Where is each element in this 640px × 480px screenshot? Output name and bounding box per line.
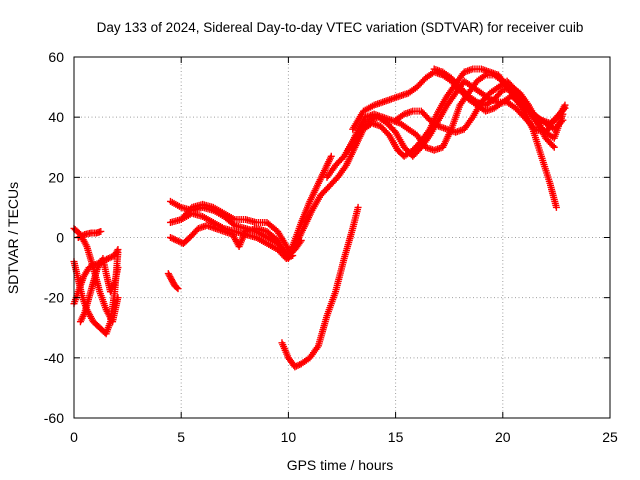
data-point: [549, 142, 557, 150]
series-track-r: [430, 65, 558, 151]
y-tick-label: 40: [48, 109, 64, 125]
series-track-b: [74, 227, 105, 241]
x-tick-label: 25: [602, 429, 618, 445]
data-point: [170, 235, 178, 243]
data-point: [294, 361, 302, 369]
series-track-f: [164, 270, 182, 293]
data-point: [168, 234, 176, 242]
y-tick-label: 0: [56, 230, 64, 246]
data-points: [70, 65, 569, 371]
x-tick-label: 0: [70, 429, 78, 445]
x-tick-label: 20: [495, 429, 511, 445]
data-point: [79, 231, 87, 239]
data-point: [550, 143, 558, 151]
x-tick-label: 15: [388, 429, 404, 445]
data-point: [291, 363, 299, 371]
chart-title: Day 133 of 2024, Sidereal Day-to-day VTE…: [97, 20, 584, 35]
data-point: [114, 264, 122, 272]
data-point: [171, 236, 179, 244]
y-tick-label: 20: [48, 169, 64, 185]
series-track-k: [278, 203, 362, 371]
data-point: [108, 253, 116, 261]
data-point: [85, 264, 93, 272]
data-point: [292, 362, 300, 370]
data-point: [174, 285, 182, 293]
data-point: [561, 101, 569, 109]
data-point: [354, 203, 362, 211]
x-tick-label: 5: [177, 429, 185, 445]
data-point: [103, 255, 111, 263]
series-track-d: [70, 246, 122, 308]
y-tick-label: 60: [48, 49, 64, 65]
x-axis-label: GPS time / hours: [287, 457, 394, 473]
series-track-c: [70, 249, 122, 338]
series-track-j: [177, 200, 292, 254]
y-tick-label: -40: [44, 350, 64, 366]
data-point: [88, 262, 96, 270]
y-tick-label: -60: [44, 410, 64, 426]
data-point: [552, 203, 560, 211]
data-point: [173, 237, 181, 245]
data-point: [175, 237, 183, 245]
axis-ticks: [73, 56, 611, 419]
data-point: [173, 284, 181, 292]
data-point: [166, 234, 174, 241]
y-axis-label: SDTVAR / TECUs: [5, 182, 21, 294]
data-point: [114, 246, 122, 254]
data-point: [97, 227, 105, 235]
data-point: [87, 263, 95, 271]
x-tick-label: 10: [281, 429, 297, 445]
series-track-e: [76, 255, 122, 326]
data-point: [113, 247, 121, 255]
data-point: [106, 254, 114, 262]
data-point: [78, 232, 86, 240]
series-track-i: [166, 221, 292, 263]
y-tick-label: -20: [44, 290, 64, 306]
x-tick-labels: 0 5 10 15 20 25: [70, 429, 618, 445]
data-point: [327, 152, 335, 160]
data-point: [76, 233, 84, 241]
y-tick-labels: -60 -40 -20 0 20 40 60: [44, 49, 64, 426]
